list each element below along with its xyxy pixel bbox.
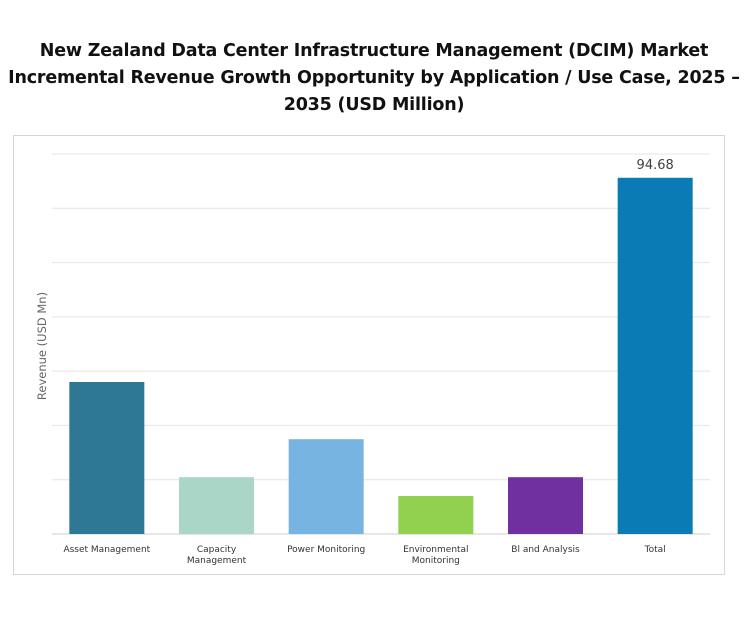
x-tick-label: Power Monitoring [287, 545, 365, 555]
x-tick-label: Environmental Monitoring [403, 545, 468, 566]
chart-title: New Zealand Data Center Infrastructure M… [0, 38, 748, 119]
x-tick-label: Bl and Analysis [511, 545, 580, 555]
x-tick-label: Total [644, 545, 666, 555]
bar [617, 177, 693, 535]
gridlines [52, 153, 710, 535]
bar [398, 496, 474, 534]
data-label: 94.68 [637, 158, 674, 173]
x-tick-label: Asset Management [63, 545, 150, 555]
chart-title-line-2: Incremental Revenue Growth Opportunity b… [8, 68, 740, 88]
bar [508, 477, 583, 534]
x-axis-tick-labels: Asset Management Capacity Management Power … [63, 545, 665, 566]
chart-title-line-1: New Zealand Data Center Infrastructure M… [39, 41, 709, 61]
x-tick-label: Capacity Management [187, 545, 247, 566]
y-axis-label: Revenue (USD Mn) [35, 292, 49, 400]
bar [69, 382, 145, 534]
bar [288, 439, 364, 534]
chart-title-line-3: 2035 (USD Million) [283, 95, 465, 115]
data-labels: 94.68 [637, 158, 674, 173]
bars [69, 177, 693, 535]
bar [179, 477, 254, 534]
